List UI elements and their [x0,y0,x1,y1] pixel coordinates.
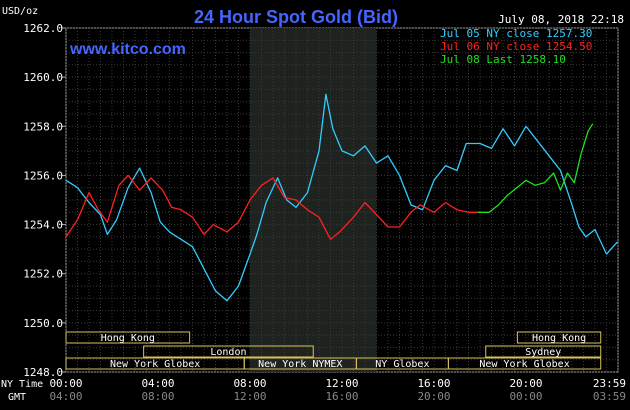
y-axis-labels: 1248.0 1250.0 1252.0 1254.0 1256.0 1258.0 1260… [23,22,66,379]
session-bar [143,345,314,358]
nymex-session-highlight [250,28,377,372]
x-tick-label-gmt: 04:00 [49,390,82,403]
x-tick-label-gmt: 08:00 [141,390,174,403]
x-tick-label-gmt: 00:00 [509,390,542,403]
ny-time-row-label: NY Time [1,379,43,390]
session-bar [516,331,602,344]
legend-item-jul05: Jul 05 NY close 1257.30 [440,27,592,40]
x-tick-label-ny: 00:00 [49,377,82,390]
session-label: Sydney [525,347,561,358]
session-label: Hong Kong [101,333,155,344]
x-tick-label-ny: 20:00 [509,377,542,390]
session-label: London [210,347,246,358]
chart-title: 24 Hour Spot Gold (Bid) [194,7,398,27]
website-label: www.kitco.com [69,41,186,58]
legend-item-jul08: Jul 08 Last 1258.10 [440,53,566,66]
legend-item-jul06: Jul 06 NY close 1254.50 [440,40,592,53]
x-tick-label-gmt: 20:00 [417,390,450,403]
session-label: Hong Kong [532,333,586,344]
y-tick-label: 1250.0 [23,317,63,330]
gmt-row-label: GMT [8,392,26,403]
x-tick-label-gmt: 03:59 [593,390,626,403]
y-tick-label: 1248.0 [23,366,63,379]
y-tick-label: 1258.0 [23,120,63,133]
session-bar [65,331,191,344]
y-tick-label: 1260.0 [23,71,63,84]
series-line-2 [65,174,478,240]
grid-lines [65,27,619,373]
datetime-label: July 08, 2018 22:18 [498,13,624,26]
series-line-1 [65,93,618,302]
x-axis-labels: 00:0004:0004:0008:0008:0012:0012:0016:00… [49,377,626,403]
x-tick-label-ny: 16:00 [417,377,450,390]
x-tick-label-ny: 23:59 [593,377,626,390]
unit-label: USD/oz [2,6,38,17]
y-tick-label: 1262.0 [23,22,63,35]
y-tick-label: 1256.0 [23,169,63,182]
x-tick-label-ny: 08:00 [233,377,266,390]
session-bar [447,357,602,370]
price-series [65,93,618,302]
series-line-3 [477,123,594,213]
y-tick-label: 1252.0 [23,268,63,281]
session-label: New York Globex [110,359,200,370]
session-label: New York Globex [479,359,569,370]
y-tick-label: 1254.0 [23,219,63,232]
x-tick-label-ny: 12:00 [325,377,358,390]
session-label: NY Globex [375,359,429,370]
session-bar [485,345,602,358]
x-tick-label-gmt: 12:00 [233,390,266,403]
x-tick-label-gmt: 16:00 [325,390,358,403]
x-tick-label-ny: 04:00 [141,377,174,390]
session-label: New York NYMEX [258,359,342,370]
legend: Jul 05 NY close 1257.30 Jul 06 NY close … [440,27,592,66]
